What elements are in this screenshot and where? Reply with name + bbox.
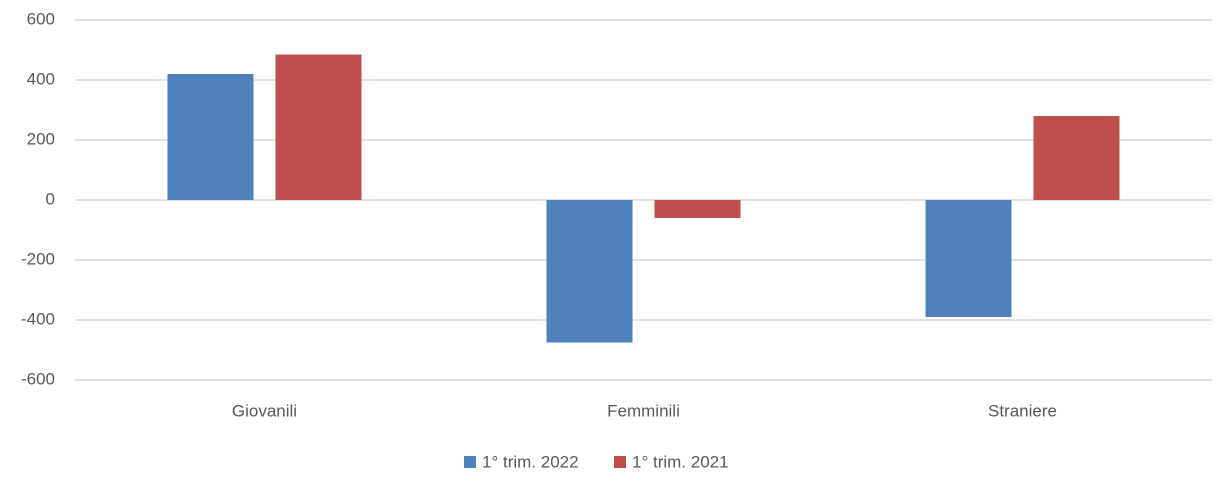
legend-swatch [464, 456, 476, 468]
x-tick-label: Straniere [988, 401, 1057, 420]
bar [546, 200, 633, 343]
bar [654, 200, 741, 218]
legend-label: 1° trim. 2022 [482, 452, 579, 471]
x-tick-label: Giovanili [232, 401, 297, 420]
legend-label: 1° trim. 2021 [632, 452, 729, 471]
bar [167, 74, 254, 200]
y-tick-label: -400 [21, 309, 55, 328]
y-tick-label: 400 [27, 69, 55, 88]
x-tick-label: Femminili [607, 401, 680, 420]
y-tick-label: 200 [27, 129, 55, 148]
y-tick-label: -200 [21, 249, 55, 268]
y-tick-label: -600 [21, 369, 55, 388]
legend-swatch [614, 456, 626, 468]
y-tick-label: 600 [27, 9, 55, 28]
bar [925, 200, 1012, 317]
bar [275, 54, 362, 200]
y-tick-label: 0 [46, 189, 55, 208]
bar [1033, 116, 1120, 200]
